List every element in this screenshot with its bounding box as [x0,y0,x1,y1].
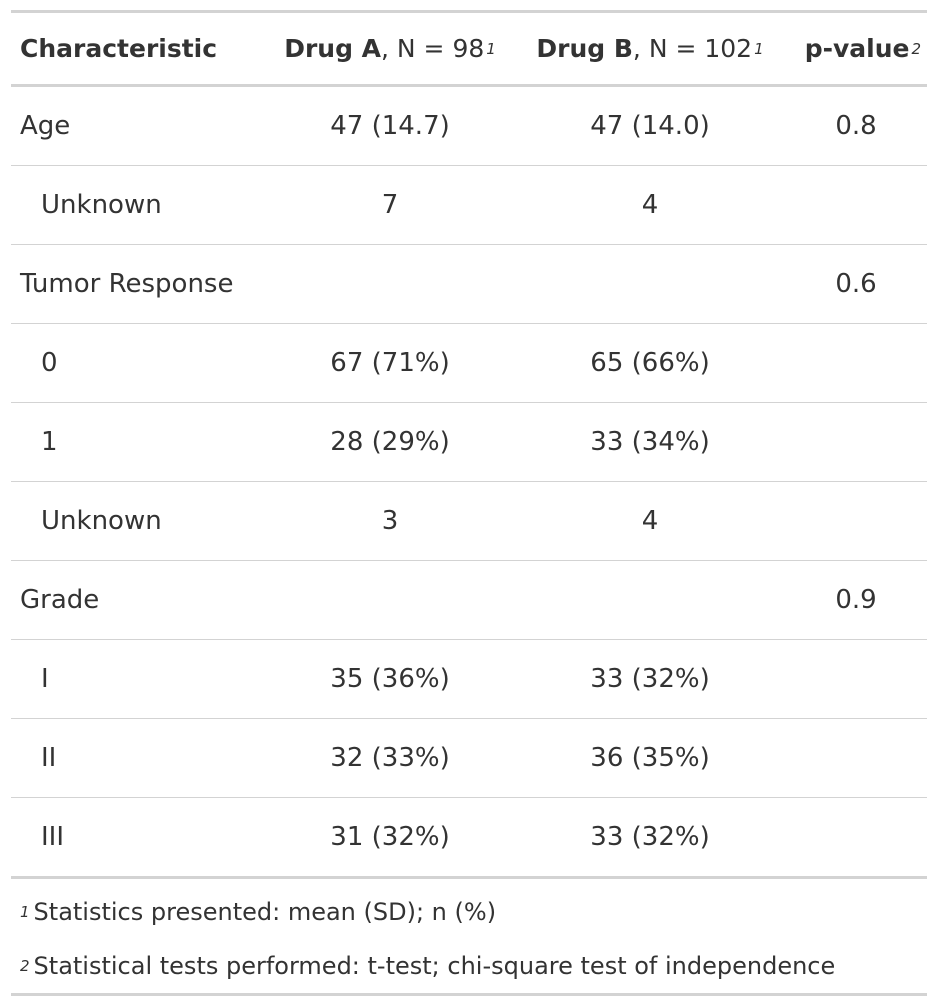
row-label: Unknown [41,506,162,536]
row-label: II [41,743,57,773]
row-divider [11,718,927,719]
drug-a-value: 32 (33%) [330,743,450,773]
row-divider [11,639,927,640]
header-pvalue-footnote-mark: 2 [911,39,921,58]
table-row: I 35 (36%) 33 (32%) [11,640,927,718]
header-drug-b-footnote-mark: 1 [754,39,764,58]
p-value [791,482,921,560]
row-label: III [41,822,65,852]
row-divider [11,560,927,561]
footnote: 2 Statistical tests performed: t-test; ch… [11,939,927,993]
footnote-text: Statistics presented: mean (SD); n (%) [33,898,497,926]
table-row: Age 47 (14.7) 47 (14.0) 0.8 [11,87,927,165]
header-drug-a-footnote-mark: 1 [486,39,496,58]
p-value [791,324,921,402]
p-value: 0.6 [835,269,877,299]
row-label: Age [20,111,71,141]
footnote-mark: 2 [20,957,30,975]
drug-a-value: 28 (29%) [330,427,450,457]
table-bottom-rule [11,993,927,996]
drug-a-value: 31 (32%) [330,822,450,852]
row-label: Grade [20,585,100,615]
drug-a-value: 3 [381,506,399,536]
row-divider [11,481,927,482]
header-drug-a-n: , N = 98 [381,34,485,63]
drug-a-value [271,561,509,639]
header-drug-a: Drug A, N = 98 1 [271,13,509,84]
table-row: II 32 (33%) 36 (35%) [11,719,927,797]
header-characteristic-label: Characteristic [20,34,218,63]
drug-b-value [528,245,772,323]
row-divider [11,165,927,166]
header-drug-a-name: Drug A [284,34,382,63]
row-divider [11,402,927,403]
drug-b-value: 47 (14.0) [590,111,710,141]
drug-a-value: 35 (36%) [330,664,450,694]
body-bottom-rule [11,876,927,879]
header-bottom-rule [11,84,927,87]
table-row: Grade 0.9 [11,561,927,639]
row-label: I [41,664,49,694]
row-label: Tumor Response [20,269,234,299]
row-divider [11,323,927,324]
drug-b-value: 33 (32%) [590,822,710,852]
header-drug-b-name: Drug B [536,34,633,63]
table-row: 1 28 (29%) 33 (34%) [11,403,927,481]
p-value [791,798,921,876]
drug-b-value: 36 (35%) [590,743,710,773]
row-label: 1 [41,427,58,457]
drug-b-value: 65 (66%) [590,348,710,378]
table-row: III 31 (32%) 33 (32%) [11,798,927,876]
row-divider [11,244,927,245]
drug-a-value: 47 (14.7) [330,111,450,141]
header-characteristic: Characteristic [20,13,217,84]
header-row: Characteristic Drug A, N = 98 1 Drug B, N… [11,13,927,84]
footnotes: 1 Statistics presented: mean (SD); n (%) … [11,879,927,993]
footnote: 1 Statistics presented: mean (SD); n (%) [11,885,927,939]
summary-table: Characteristic Drug A, N = 98 1 Drug B, N… [11,10,927,996]
p-value [791,719,921,797]
table-row: 0 67 (71%) 65 (66%) [11,324,927,402]
table-row: Unknown 3 4 [11,482,927,560]
drug-b-value: 4 [641,506,659,536]
drug-a-value: 67 (71%) [330,348,450,378]
p-value: 0.8 [835,111,877,141]
drug-b-value: 33 (32%) [590,664,710,694]
drug-b-value: 4 [641,190,659,220]
drug-a-value [271,245,509,323]
footnote-mark: 1 [20,903,30,921]
footnote-text: Statistical tests performed: t-test; chi… [33,952,836,980]
header-pvalue: p-value 2 [795,13,921,84]
header-pvalue-label: p-value [804,34,910,63]
drug-b-value: 33 (34%) [590,427,710,457]
p-value: 0.9 [835,585,877,615]
drug-b-value [528,561,772,639]
drug-a-value: 7 [381,190,399,220]
p-value [791,403,921,481]
header-drug-b-n: , N = 102 [632,34,753,63]
header-drug-b: Drug B, N = 102 1 [528,13,772,84]
p-value [791,166,921,244]
table-top-rule [11,10,927,13]
table-row: Unknown 7 4 [11,166,927,244]
p-value [791,640,921,718]
row-divider [11,797,927,798]
table-row: Tumor Response 0.6 [11,245,927,323]
row-label: 0 [41,348,58,378]
row-label: Unknown [41,190,162,220]
